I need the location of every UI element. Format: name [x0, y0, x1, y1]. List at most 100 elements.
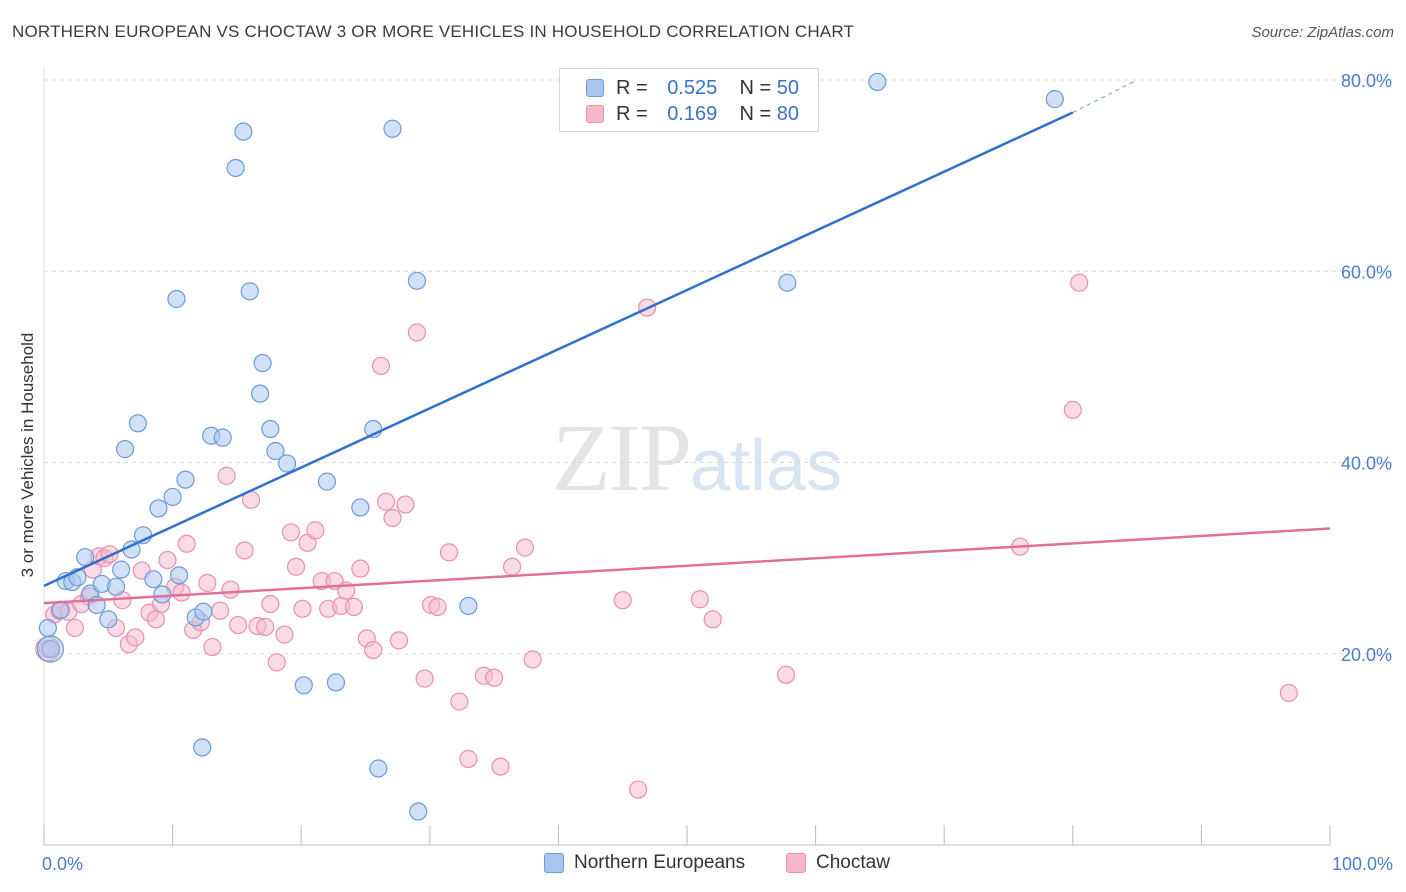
northern-europeans-cluster-point: [36, 635, 65, 663]
choctaw-point: [177, 534, 196, 553]
choctaw-point: [146, 610, 165, 629]
watermark: ZIPatlas: [552, 402, 842, 513]
choctaw-point: [203, 637, 222, 657]
choctaw-point: [1279, 683, 1298, 703]
northern-europeans-point: [38, 618, 57, 638]
choctaw-point: [344, 597, 364, 616]
y-tick-label: 20.0%: [1341, 645, 1392, 665]
choctaw-point: [428, 597, 447, 616]
choctaw-point: [172, 583, 191, 602]
series-legend-northern-europeans[interactable]: Northern Europeans: [544, 852, 745, 874]
northern-europeans-point: [226, 158, 245, 178]
grid-layer: [44, 79, 1392, 655]
northern-europeans-point: [234, 122, 253, 141]
choctaw-point: [396, 495, 415, 514]
source-credit: Source: ZipAtlas.com: [1251, 24, 1394, 41]
choctaw-point: [450, 692, 469, 711]
legend-r-value: 0.169: [667, 102, 718, 125]
series-label-northern-europeans: Northern Europeans: [574, 852, 746, 873]
series-swatch-pink: [786, 853, 806, 873]
choctaw-point: [351, 559, 370, 578]
northern-europeans-point: [213, 428, 232, 447]
northern-europeans-point: [253, 353, 272, 373]
choctaw-point: [217, 466, 236, 485]
choctaw-point: [415, 669, 434, 688]
series-legend: Northern Europeans Choctaw: [0, 852, 1406, 878]
choctaw-point: [439, 543, 459, 562]
choctaw-point: [158, 550, 177, 570]
northern-europeans-point: [351, 498, 370, 517]
northern-europeans-point: [250, 384, 270, 403]
watermark-atlas: atlas: [690, 426, 843, 506]
series-swatch-blue: [544, 853, 564, 873]
northern-europeans-point: [163, 487, 182, 507]
northern-europeans-trend-line: [43, 111, 1074, 587]
choctaw-point: [229, 615, 248, 635]
choctaw-point: [306, 521, 325, 540]
choctaw-point: [286, 557, 306, 576]
choctaw-point: [503, 557, 522, 576]
choctaw-point: [523, 650, 542, 669]
northern-europeans-point: [115, 440, 135, 459]
northern-europeans-point: [1045, 90, 1064, 109]
y-tick-label: 80.0%: [1341, 71, 1392, 91]
axis-layer: [43, 68, 1331, 846]
northern-europeans-point: [326, 673, 346, 692]
choctaw-point: [703, 610, 722, 629]
watermark-zip: ZIP: [552, 404, 692, 511]
legend-n-label: N =: [739, 76, 772, 99]
choctaw-point: [293, 599, 312, 618]
legend-row-choctaw: R = 0.169 N = 80: [586, 102, 799, 126]
northern-europeans-point: [868, 72, 887, 92]
x-tick-label: 0.0%: [42, 854, 83, 874]
northern-europeans-points: [36, 72, 1064, 821]
choctaw-point: [1063, 400, 1082, 420]
legend-swatch-blue: [586, 79, 604, 97]
northern-europeans-trend-extension: [1072, 79, 1138, 113]
northern-europeans-point: [193, 738, 212, 757]
choctaw-point: [371, 356, 391, 376]
northern-europeans-point: [407, 271, 427, 290]
choctaw-point: [126, 628, 145, 647]
legend-n-value: 50: [776, 76, 799, 99]
choctaw-point: [267, 653, 286, 672]
choctaw-point: [261, 594, 280, 614]
choctaw-point: [275, 625, 294, 644]
legend-n-label: N =: [739, 102, 772, 125]
northern-europeans-point: [194, 602, 213, 621]
northern-europeans-point: [176, 470, 195, 489]
northern-europeans-point: [106, 577, 126, 596]
choctaw-point: [256, 617, 275, 637]
choctaw-point: [235, 541, 254, 560]
northern-europeans-point: [383, 119, 402, 138]
trend-layer: [43, 79, 1331, 605]
northern-europeans-point: [51, 600, 70, 619]
choctaw-point: [198, 573, 217, 593]
northern-europeans-point: [459, 596, 478, 616]
northern-europeans-point: [128, 414, 147, 433]
legend-swatch-pink: [586, 105, 604, 123]
choctaw-point: [389, 631, 409, 650]
choctaw-point: [459, 749, 478, 769]
chart-title: NORTHERN EUROPEAN VS CHOCTAW 3 OR MORE V…: [12, 22, 855, 41]
choctaw-point: [376, 492, 396, 511]
choctaw-trend-line: [43, 527, 1331, 605]
choctaw-point: [515, 538, 535, 557]
northern-europeans-point: [167, 289, 186, 309]
legend-r-label: R =: [616, 76, 648, 99]
series-legend-choctaw[interactable]: Choctaw: [786, 852, 890, 874]
choctaw-point: [1070, 273, 1089, 292]
northern-europeans-point: [294, 676, 313, 695]
choctaw-point: [776, 665, 796, 684]
northern-europeans-point: [266, 441, 285, 461]
northern-europeans-point: [112, 560, 131, 579]
choctaw-point: [613, 591, 632, 610]
legend-r-label: R =: [616, 102, 648, 125]
series-label-choctaw: Choctaw: [816, 852, 890, 873]
choctaw-point: [65, 618, 84, 638]
northern-europeans-point: [261, 419, 280, 439]
choctaw-point: [364, 640, 383, 660]
northern-europeans-point: [169, 566, 189, 585]
northern-europeans-point: [369, 759, 388, 778]
